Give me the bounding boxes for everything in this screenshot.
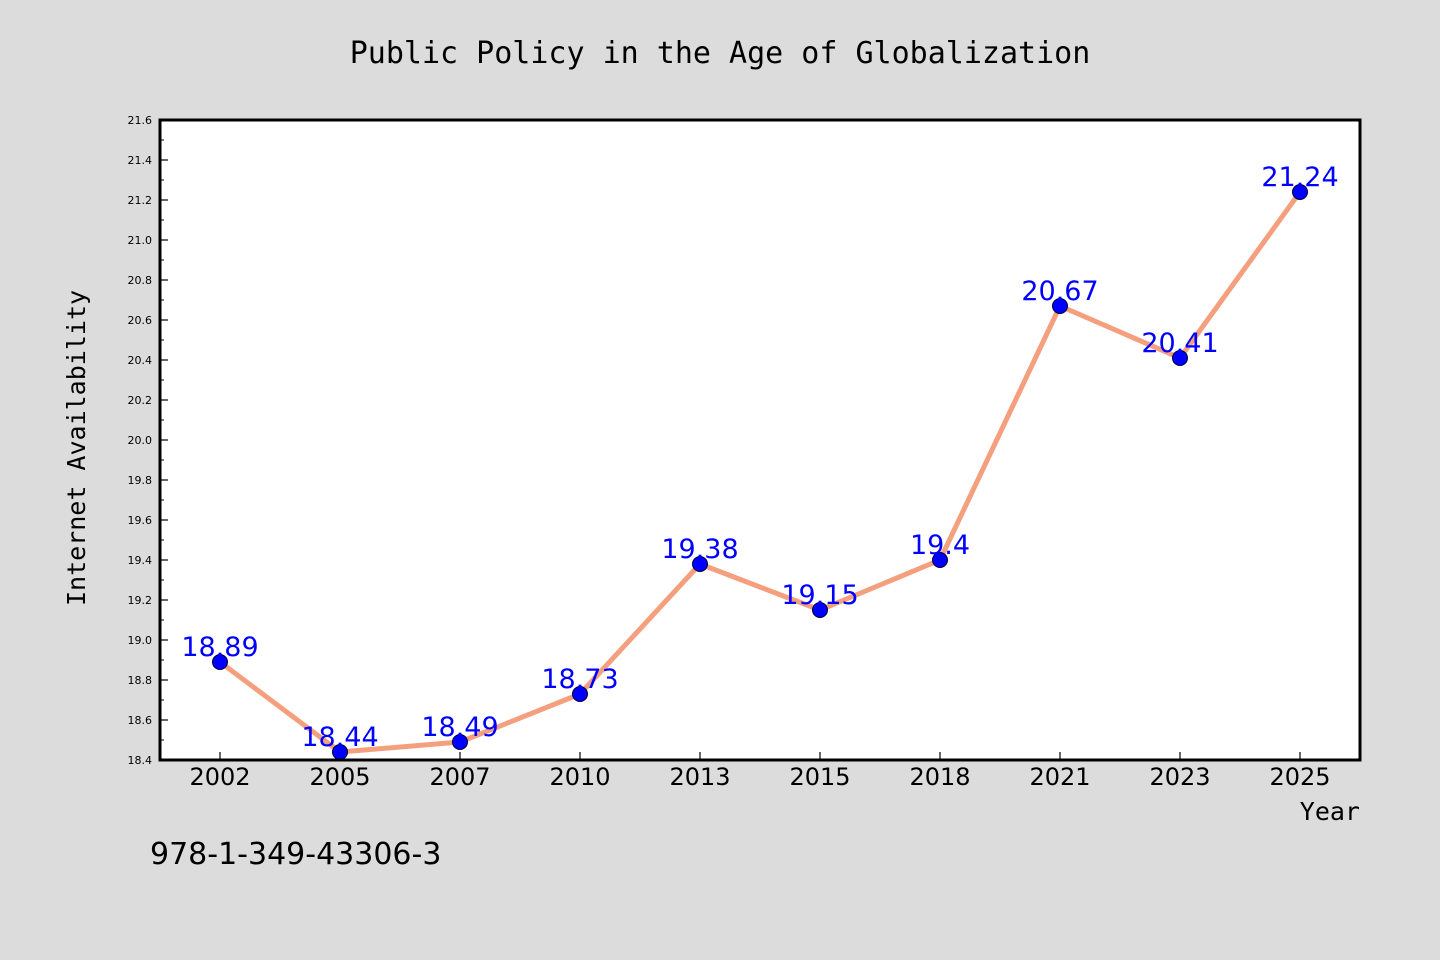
series-line: [217, 189, 1303, 755]
data-label: 19.4: [910, 530, 970, 561]
x-tick-label: 2025: [1269, 763, 1330, 791]
data-label: 18.49: [421, 712, 498, 743]
data-label: 18.44: [301, 722, 378, 753]
data-point: [692, 556, 708, 572]
data-series: 18.89 18.44 18.49 18.73 19.38 19.15 19.4 20.67 2…: [181, 162, 1339, 760]
data-point: [1292, 184, 1308, 200]
x-tick-label: 2023: [1149, 763, 1210, 791]
data-label: 18.73: [541, 664, 618, 695]
y-tick-label: 18.6: [128, 714, 153, 727]
x-tick-label: 2013: [669, 763, 730, 791]
y-tick-label: 19.0: [128, 634, 153, 647]
data-point: [1172, 350, 1188, 366]
y-tick-label: 20.4: [128, 354, 153, 367]
y-tick-label: 21.6: [128, 114, 153, 127]
y-tick-label: 20.0: [128, 434, 153, 447]
isbn-text: 978-1-349-43306-3: [150, 837, 441, 872]
plot-area: [160, 120, 1360, 760]
data-point: [572, 686, 588, 702]
y-tick-label: 21.4: [128, 154, 153, 167]
y-tick-label: 18.4: [128, 754, 153, 767]
data-point: [452, 734, 468, 750]
data-label: 20.67: [1021, 276, 1098, 307]
y-tick-label: 21.2: [128, 194, 153, 207]
data-label: 18.89: [181, 632, 258, 663]
y-axis-label: Internet Availability: [62, 290, 91, 606]
data-point: [212, 654, 228, 670]
y-tick-label: 18.8: [128, 674, 153, 687]
y-tick-label: 20.6: [128, 314, 153, 327]
data-point: [812, 602, 828, 618]
chart-title: Public Policy in the Age of Globalizatio…: [350, 36, 1091, 71]
y-tick-label: 20.2: [128, 394, 153, 407]
data-label: 19.15: [781, 580, 858, 611]
x-tick-label: 2007: [429, 763, 490, 791]
y-tick-label: 19.4: [128, 554, 153, 567]
x-tick-label: 2002: [189, 763, 250, 791]
y-axis-ticks: 18.4 18.6 18.8 19.0 19.2 19.4 19.6 19.8 20.0 20.2…: [128, 114, 168, 767]
y-tick-label: 21.0: [128, 234, 153, 247]
x-axis-label: Year: [1300, 797, 1360, 826]
x-tick-label: 2018: [909, 763, 970, 791]
y-tick-label: 19.6: [128, 514, 153, 527]
x-tick-label: 2015: [789, 763, 850, 791]
data-label: 21.24: [1261, 162, 1338, 193]
y-tick-label: 20.8: [128, 274, 153, 287]
plot-frame: [158, 118, 1362, 762]
data-point: [932, 552, 948, 568]
x-tick-label: 2010: [549, 763, 610, 791]
data-label: 20.41: [1141, 328, 1218, 359]
y-tick-label: 19.2: [128, 594, 153, 607]
data-label: 19.38: [661, 534, 738, 565]
data-point: [1052, 298, 1068, 314]
x-tick-label: 2021: [1029, 763, 1090, 791]
x-axis-ticks: 2002 2005 2007 2010 2013 2015 2018 2021 2023 2025: [189, 752, 1331, 791]
x-tick-label: 2005: [309, 763, 370, 791]
y-tick-label: 19.8: [128, 474, 153, 487]
